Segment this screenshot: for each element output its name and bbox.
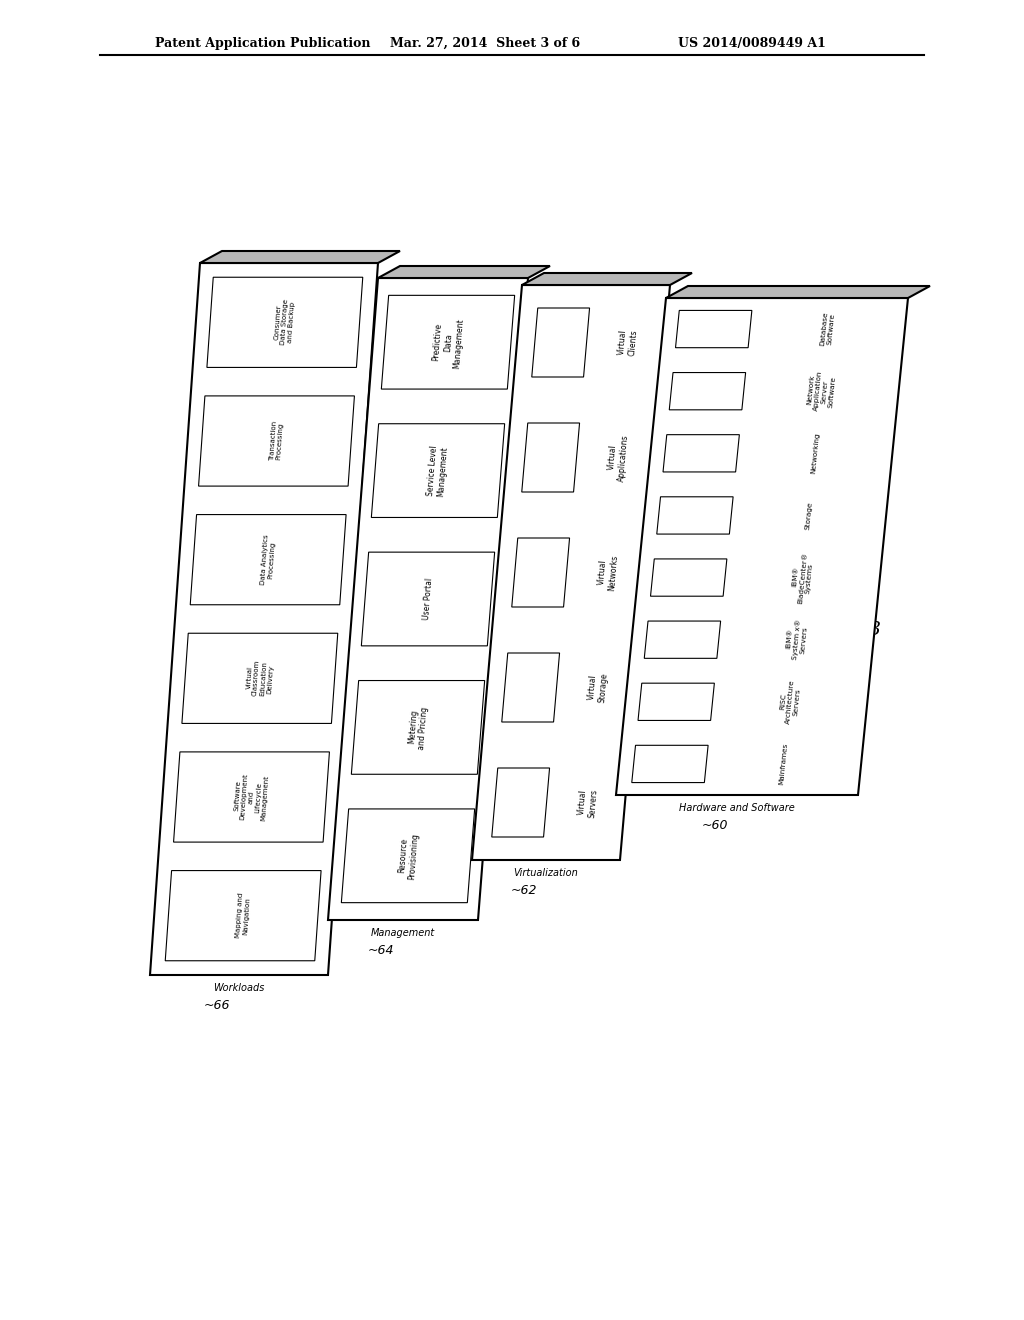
Polygon shape [638, 684, 715, 721]
Polygon shape [174, 752, 330, 842]
Text: Metering
and Pricing: Metering and Pricing [407, 705, 429, 750]
Polygon shape [341, 809, 475, 903]
Text: IBM®
System x®
Servers: IBM® System x® Servers [783, 618, 809, 661]
Text: Mar. 27, 2014  Sheet 3 of 6: Mar. 27, 2014 Sheet 3 of 6 [390, 37, 581, 50]
Text: Mapping and
Navigation: Mapping and Navigation [236, 892, 251, 939]
Text: ~62: ~62 [511, 884, 538, 898]
Text: RISC
Architecture
Servers: RISC Architecture Servers [778, 678, 802, 725]
Text: Workloads: Workloads [213, 983, 264, 993]
Text: Virtual
Classroom
Education
Delivery: Virtual Classroom Education Delivery [245, 659, 274, 697]
Text: Virtual
Networks: Virtual Networks [597, 553, 620, 591]
Text: Network
Application
Server
Software: Network Application Server Software [806, 370, 837, 413]
Text: IBM®
BladeCenter®
Systems: IBM® BladeCenter® Systems [790, 550, 815, 605]
Polygon shape [531, 308, 590, 378]
Polygon shape [351, 681, 484, 775]
Text: Virtual
Storage: Virtual Storage [587, 672, 609, 704]
Text: Mainframes: Mainframes [778, 743, 788, 785]
Polygon shape [650, 558, 727, 597]
Text: Database
Software: Database Software [819, 312, 836, 347]
Polygon shape [165, 871, 322, 961]
Polygon shape [666, 286, 930, 298]
Text: Data Analytics
Processing: Data Analytics Processing [260, 535, 276, 585]
Text: Virtualization: Virtualization [514, 869, 579, 878]
Text: Virtual
Applications: Virtual Applications [606, 433, 630, 482]
Polygon shape [522, 422, 580, 492]
Polygon shape [676, 310, 752, 347]
Text: Networking: Networking [810, 433, 820, 474]
Text: US 2014/0089449 A1: US 2014/0089449 A1 [678, 37, 826, 50]
Polygon shape [207, 277, 362, 367]
Text: FIG. 3: FIG. 3 [820, 620, 881, 639]
Polygon shape [492, 768, 550, 837]
Text: Storage: Storage [804, 502, 813, 529]
Polygon shape [381, 296, 515, 389]
Polygon shape [378, 267, 550, 279]
Polygon shape [328, 279, 528, 920]
Polygon shape [616, 298, 908, 795]
Text: ~64: ~64 [368, 944, 394, 957]
Text: User Portal: User Portal [422, 578, 434, 620]
Text: Management: Management [371, 928, 435, 939]
Text: ~60: ~60 [701, 818, 728, 832]
Polygon shape [644, 620, 721, 659]
Polygon shape [522, 273, 692, 285]
Polygon shape [663, 434, 739, 473]
Text: Consumer
Data Storage
and Backup: Consumer Data Storage and Backup [273, 298, 296, 346]
Polygon shape [200, 251, 400, 263]
Polygon shape [150, 263, 378, 975]
Text: Predictive
Data
Management: Predictive Data Management [431, 315, 465, 368]
Polygon shape [372, 424, 505, 517]
Text: Virtual
Servers: Virtual Servers [578, 787, 599, 818]
Text: Resource
Provisioning: Resource Provisioning [396, 832, 420, 880]
Polygon shape [632, 746, 709, 783]
Polygon shape [670, 372, 745, 409]
Text: Hardware and Software: Hardware and Software [679, 803, 795, 813]
Polygon shape [182, 634, 338, 723]
Text: Service Level
Management: Service Level Management [426, 445, 450, 496]
Polygon shape [502, 653, 559, 722]
Text: Patent Application Publication: Patent Application Publication [155, 37, 371, 50]
Text: Transaction
Processing: Transaction Processing [268, 421, 285, 462]
Text: Virtual
Clients: Virtual Clients [617, 329, 639, 356]
Polygon shape [656, 496, 733, 535]
Polygon shape [199, 396, 354, 486]
Text: Software
Development
and
Lifecycle
Management: Software Development and Lifecycle Manag… [232, 772, 270, 821]
Polygon shape [361, 552, 495, 645]
Polygon shape [472, 285, 670, 861]
Polygon shape [512, 539, 569, 607]
Text: ~66: ~66 [204, 999, 230, 1012]
Polygon shape [190, 515, 346, 605]
